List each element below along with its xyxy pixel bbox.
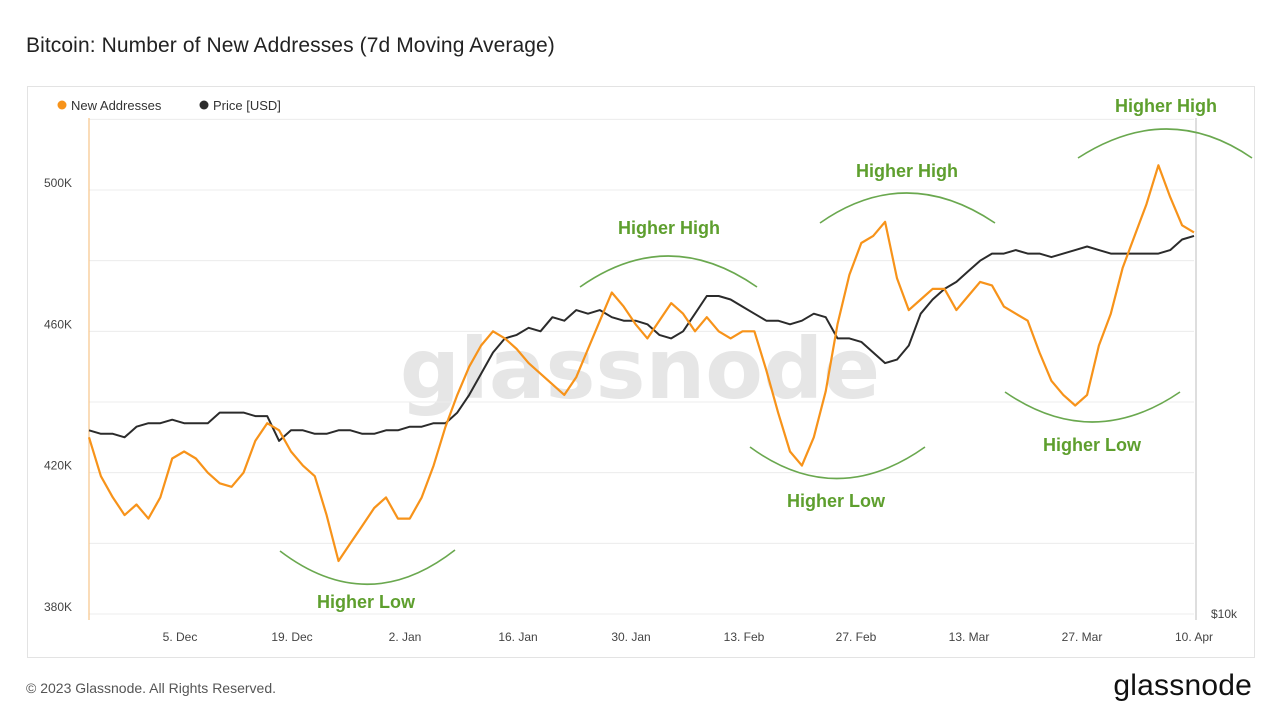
arc-higher-high-2 (819, 192, 996, 224)
y-tick-label: 500K (44, 176, 72, 190)
arc-higher-high-3 (1077, 128, 1253, 159)
x-tick-label: 13. Feb (724, 630, 765, 644)
legend-swatch-new-addresses (57, 100, 67, 110)
arc-higher-low-2 (749, 446, 926, 480)
legend-new-addresses[interactable]: New Addresses (71, 98, 162, 113)
annotation-higher-low-2: Higher Low (787, 491, 886, 511)
y2-tick-label: $10k (1211, 607, 1238, 621)
x-tick-label: 13. Mar (949, 630, 990, 644)
chart-panel (27, 86, 1255, 658)
arc-higher-high-1 (579, 255, 758, 288)
annotation-higher-low-3: Higher Low (1043, 435, 1142, 455)
series-price-line (88, 234, 1195, 442)
x-tick-label: 19. Dec (271, 630, 312, 644)
arc-higher-low-3 (1004, 391, 1181, 423)
annotation-higher-high-1: Higher High (618, 218, 720, 238)
x-tick-label: 27. Feb (836, 630, 877, 644)
legend: New Addresses Price [USD] (57, 98, 281, 113)
copyright-footer: © 2023 Glassnode. All Rights Reserved. (26, 680, 277, 696)
grid (89, 118, 1194, 615)
watermark: glassnode (400, 320, 880, 418)
brand-logo: glassnode (1113, 669, 1252, 702)
x-tick-label: 30. Jan (611, 630, 650, 644)
series-new-addresses-line (87, 164, 1195, 563)
x-tick-label: 5. Dec (163, 630, 198, 644)
y-tick-label: 420K (44, 459, 72, 473)
x-axis-ticks: 5. Dec 19. Dec 2. Jan 16. Jan 30. Jan 13. Feb… (163, 630, 1213, 644)
legend-swatch-price (199, 100, 209, 110)
chart-title: Bitcoin: Number of New Addresses (7d Mov… (26, 34, 555, 57)
annotation-higher-high-2: Higher High (856, 161, 958, 181)
x-tick-label: 27. Mar (1062, 630, 1103, 644)
x-tick-label: 10. Apr (1175, 630, 1213, 644)
arc-higher-low-1 (279, 549, 456, 585)
annotations: Higher Low Higher High Higher Low Higher… (279, 96, 1253, 612)
legend-price[interactable]: Price [USD] (213, 98, 281, 113)
x-tick-label: 16. Jan (498, 630, 537, 644)
y-tick-label: 460K (44, 317, 72, 331)
annotation-higher-low-1: Higher Low (317, 592, 416, 612)
y-axis-ticks: 380K 420K 460K 500K (44, 176, 72, 614)
y-tick-label: 380K (44, 600, 72, 614)
series-group (87, 164, 1195, 563)
x-tick-label: 2. Jan (389, 630, 422, 644)
annotation-higher-high-3: Higher High (1115, 96, 1217, 116)
